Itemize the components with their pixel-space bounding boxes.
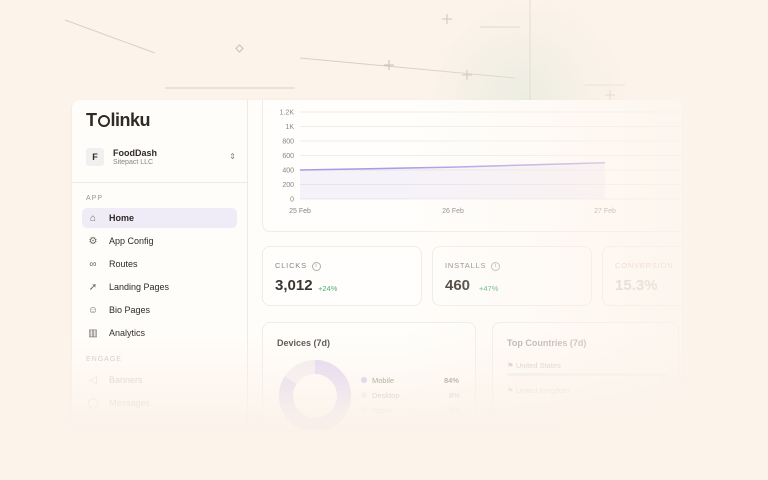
sidebar-item-label: Bio Pages: [109, 305, 151, 315]
main-content: 1.2K 1K 800 600 400 200 0 25 Feb 26 Feb 27 Feb CL…: [262, 100, 682, 430]
stat-value: 3,012: [275, 277, 313, 294]
org-subtitle: Sitepact LLC: [113, 159, 154, 166]
legend-dot: [361, 407, 367, 413]
legend-dot: [361, 392, 367, 398]
y-tick-label: 400: [282, 168, 294, 175]
org-name: FoodDash: [113, 148, 157, 158]
stat-value: 15.3%: [615, 277, 658, 294]
country-row: ⚑ United States: [507, 361, 561, 370]
megaphone-icon: ◁: [89, 374, 97, 386]
stat-label: CONVERSION: [615, 261, 674, 270]
sidebar-divider: [72, 182, 247, 183]
stat-card-installs[interactable]: INSTALLS i 460 +47%: [432, 246, 592, 306]
x-tick-label: 25 Feb: [289, 208, 311, 215]
y-tick-label: 200: [282, 182, 294, 189]
legend-row-mobile: Mobile: [361, 376, 394, 385]
country-row: ⚑ United Kingdom: [507, 386, 570, 395]
stat-delta: +47%: [479, 284, 499, 293]
sidebar-item-home[interactable]: ⌂ Home: [82, 208, 237, 228]
info-icon: i: [311, 261, 321, 271]
info-icon: i: [491, 261, 501, 271]
y-tick-label: 0: [290, 197, 294, 204]
link-icon: ∞: [89, 258, 97, 270]
legend-row-desktop: Desktop: [361, 391, 400, 400]
sidebar-item-label: Banners: [109, 375, 143, 385]
sidebar-item-banners[interactable]: ◁ Banners: [82, 370, 237, 390]
country-bar: [507, 373, 667, 376]
y-tick-label: 600: [282, 153, 294, 160]
section-engage-label: ENGAGE: [86, 356, 122, 363]
section-app-label: APP: [86, 195, 104, 202]
countries-card: Top Countries (7d) ⚑ United States ⚑ Uni…: [492, 322, 679, 430]
logo-mark-icon: [97, 115, 110, 127]
countries-title: Top Countries (7d): [507, 338, 587, 348]
flag-icon: ⚑: [507, 386, 516, 395]
legend-row-tablet: Tablet: [361, 406, 392, 415]
sidebar-item-landing-pages[interactable]: ➚ Landing Pages: [82, 277, 237, 297]
flag-icon: ⚑: [507, 361, 516, 370]
brand-prefix: T: [86, 110, 97, 130]
devices-card: Devices (7d) Mobile 84% Desktop 8% Table…: [262, 322, 476, 430]
gear-icon: ⚙: [88, 235, 98, 247]
traffic-line-chart: 1.2K 1K 800 600 400 200 0 25 Feb 26 Feb 27 Feb: [280, 110, 682, 215]
legend-value-desktop: 8%: [449, 391, 460, 400]
sidebar-item-label: App Config: [109, 236, 154, 246]
stat-label: INSTALLS i: [445, 261, 501, 271]
y-tick-label: 1K: [285, 124, 294, 131]
x-tick-label: 26 Feb: [442, 208, 464, 215]
y-tick-label: 1.2K: [280, 110, 295, 117]
brand-suffix: linku: [110, 110, 151, 130]
stat-card-conversion[interactable]: CONVERSION 15.3%: [602, 246, 682, 306]
stat-delta: +24%: [318, 284, 338, 293]
bar-chart-icon: ▥: [88, 327, 98, 339]
stat-card-clicks[interactable]: CLICKS i 3,012 +24%: [262, 246, 422, 306]
traffic-chart-card: 1.2K 1K 800 600 400 200 0 25 Feb 26 Feb 27 Feb: [262, 100, 682, 232]
y-tick-label: 800: [282, 139, 294, 146]
x-tick-label: 27 Feb: [594, 208, 616, 215]
sidebar-item-label: Routes: [109, 259, 138, 269]
sidebar-item-messages[interactable]: ◯ Messages: [82, 393, 237, 413]
sidebar-item-app-config[interactable]: ⚙ App Config: [82, 231, 237, 251]
sidebar-item-bio-pages[interactable]: ☺ Bio Pages: [82, 300, 237, 320]
rocket-icon: ➚: [88, 281, 98, 293]
series-area: [300, 162, 605, 199]
stat-value: 460: [445, 277, 471, 294]
sidebar-item-label: Analytics: [109, 328, 146, 338]
org-avatar: F: [86, 148, 104, 166]
legend-dot: [361, 377, 367, 383]
sidebar-item-label: Messages: [109, 398, 151, 408]
org-switcher[interactable]: F FoodDash Sitepact LLC ⇕: [86, 148, 236, 170]
user-icon: ☺: [87, 304, 99, 316]
sidebar-item-analytics[interactable]: ▥ Analytics: [82, 323, 237, 343]
chevron-up-down-icon: ⇕: [229, 152, 236, 161]
devices-donut-chart: [279, 360, 351, 430]
message-icon: ◯: [87, 397, 99, 409]
legend-value-mobile: 84%: [444, 376, 460, 385]
home-icon: ⌂: [89, 212, 97, 224]
sidebar-item-routes[interactable]: ∞ Routes: [82, 254, 237, 274]
sidebar-item-label: Landing Pages: [109, 282, 170, 292]
legend-value-tablet: 8%: [449, 406, 460, 415]
sidebar-item-label: Home: [109, 213, 135, 223]
stat-label: CLICKS i: [275, 261, 321, 271]
devices-title: Devices (7d): [277, 338, 331, 348]
